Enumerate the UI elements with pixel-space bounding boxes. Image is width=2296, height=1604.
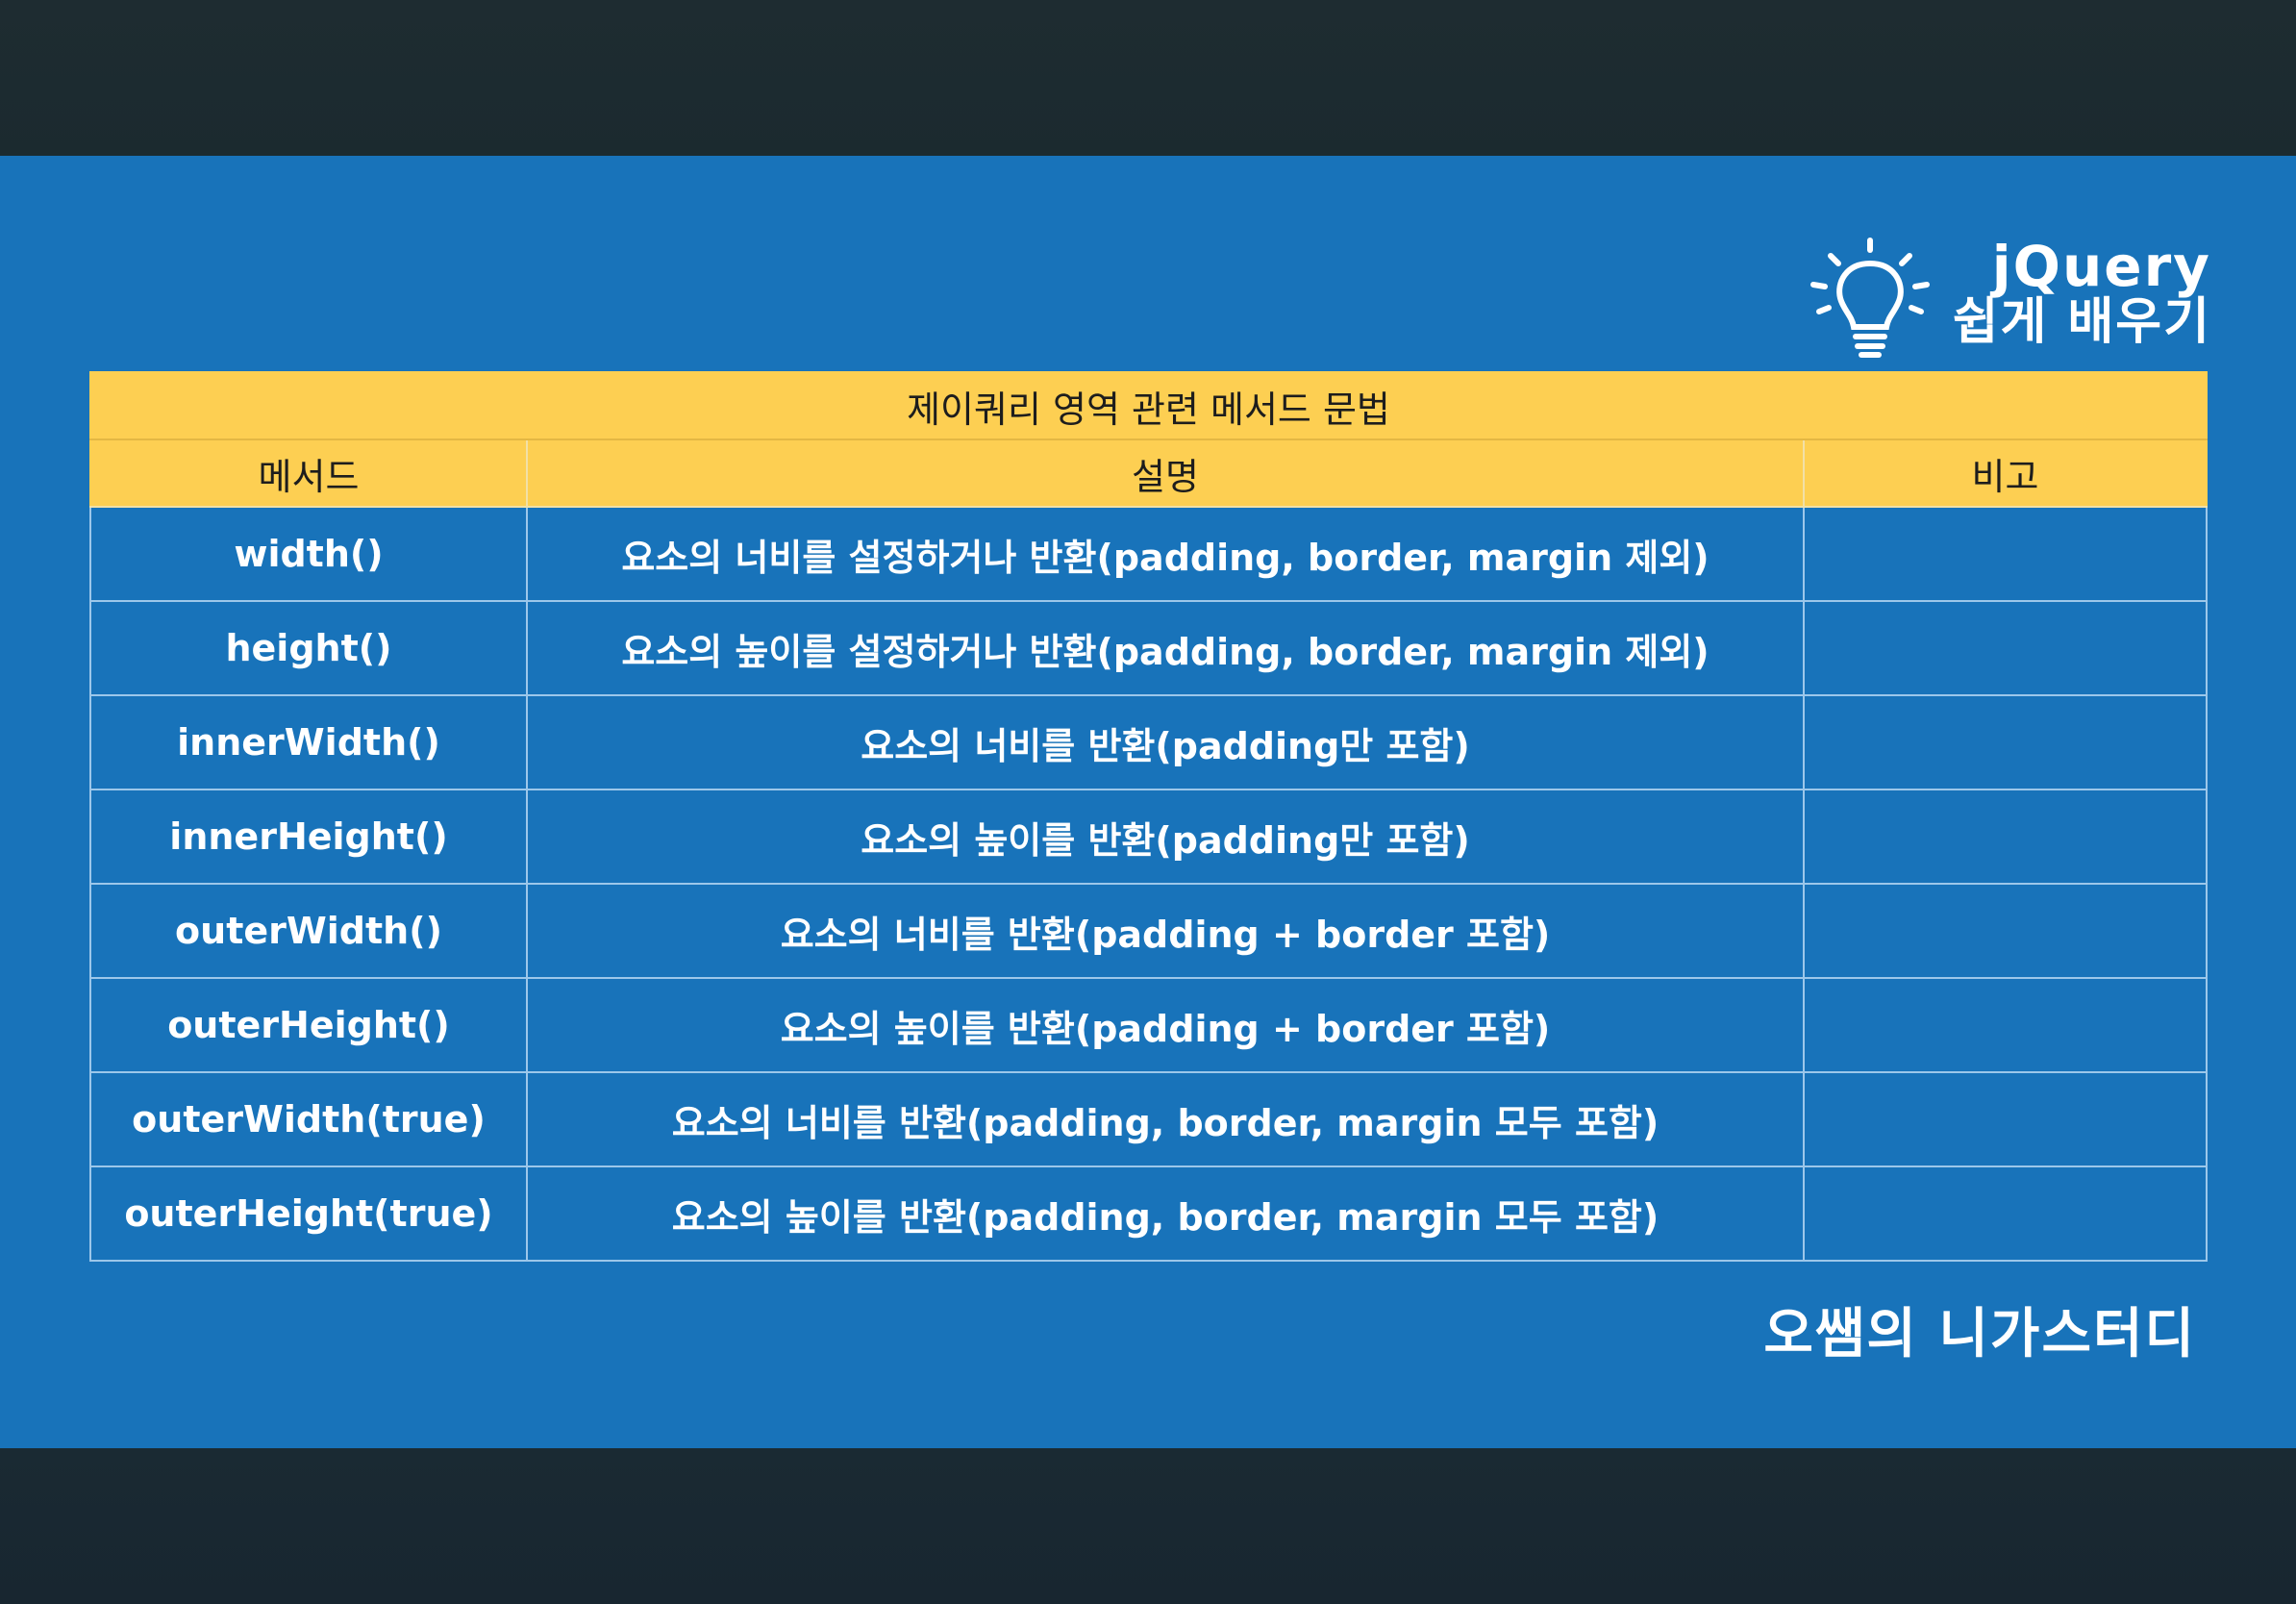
note-cell [1802,883,2209,979]
lightbulb-icon [1810,238,1930,358]
note-cell [1802,789,2209,885]
table-row: outerHeight() 요소의 높이를 반환(padding + borde… [89,977,2209,1073]
table-row: outerWidth(true) 요소의 너비를 반환(padding, bor… [89,1071,2209,1167]
description-cell: 요소의 높이를 반환(padding만 포함) [526,789,1805,885]
method-cell: height() [89,600,528,696]
method-cell: innerWidth() [89,694,528,790]
note-cell [1802,977,2209,1073]
method-cell: outerHeight(true) [89,1165,528,1262]
note-cell [1802,694,2209,790]
logo-subtitle: 쉽게 배우기 [1952,293,2211,351]
description-cell: 요소의 너비를 반환(padding + border 포함) [526,883,1805,979]
table-title-row: 제이쿼리 영역 관련 메서드 문법 [88,371,2209,440]
description-cell: 요소의 너비를 반환(padding만 포함) [526,694,1805,790]
description-cell: 요소의 높이를 반환(padding + border 포함) [526,977,1805,1073]
method-cell: outerHeight() [89,977,528,1073]
course-logo: jQuery 쉽게 배우기 [1808,235,2211,360]
video-top-bar [0,0,2296,156]
table-row: innerWidth() 요소의 너비를 반환(padding만 포함) [89,694,2209,790]
logo-text: jQuery 쉽게 배우기 [1953,238,2211,350]
method-cell: innerHeight() [89,789,528,885]
brand-logo-text: 오쌤의 니가스터디 [1763,1303,2196,1366]
video-bottom-bar [0,1448,2296,1604]
note-cell [1802,600,2209,696]
method-cell: outerWidth(true) [89,1071,528,1167]
note-cell [1802,1165,2209,1262]
table-title: 제이쿼리 영역 관련 메서드 문법 [88,371,2209,440]
table-row: outerHeight(true) 요소의 높이를 반환(padding, bo… [89,1165,2209,1262]
method-table: 제이쿼리 영역 관련 메서드 문법 메서드 설명 비고 width() 요소의 … [88,371,2209,1262]
table-header-row: 메서드 설명 비고 [89,439,2209,508]
description-cell: 요소의 너비를 설정하거나 반환(padding, border, margin… [526,506,1805,602]
description-cell: 요소의 높이를 반환(padding, border, margin 모두 포함… [526,1165,1805,1262]
table-row: height() 요소의 높이를 설정하거나 반환(padding, borde… [89,600,2209,696]
header-method: 메서드 [89,439,528,508]
table-row: width() 요소의 너비를 설정하거나 반환(padding, border… [89,506,2209,602]
description-cell: 요소의 너비를 반환(padding, border, margin 모두 포함… [526,1071,1805,1167]
description-cell: 요소의 높이를 설정하거나 반환(padding, border, margin… [526,600,1805,696]
method-table-container: 제이쿼리 영역 관련 메서드 문법 메서드 설명 비고 width() 요소의 … [88,371,2209,1262]
note-cell [1802,1071,2209,1167]
method-cell: width() [89,506,528,602]
slide: jQuery 쉽게 배우기 제이쿼리 영역 관련 메서드 문법 메서드 설명 비… [0,156,2296,1448]
table-row: outerWidth() 요소의 너비를 반환(padding + border… [89,883,2209,979]
logo-title: jQuery [1991,234,2211,299]
table-row: innerHeight() 요소의 높이를 반환(padding만 포함) [89,789,2209,885]
header-description: 설명 [526,439,1805,508]
method-cell: outerWidth() [89,883,528,979]
header-note: 비고 [1802,439,2209,508]
note-cell [1802,506,2209,602]
